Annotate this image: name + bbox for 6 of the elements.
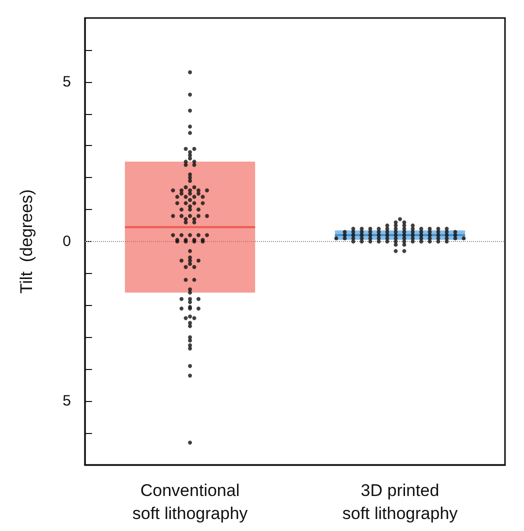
y-axis-title: Tilt (degrees) [17, 189, 36, 294]
y-tick-label: 5 [62, 73, 71, 90]
y-tick-label: 5 [62, 392, 71, 410]
x-tick-label: 3D printed soft lithography [342, 481, 458, 523]
y-tick-label: 0 [62, 233, 71, 250]
x-tick-label: Conventional soft lithography [132, 481, 248, 523]
